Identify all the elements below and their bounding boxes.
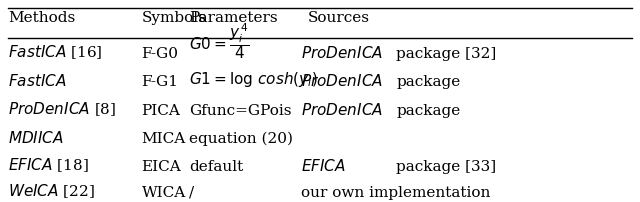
Text: $\mathit{ProDenICA}$: $\mathit{ProDenICA}$ — [301, 45, 383, 61]
Text: $\mathit{ProDenICA}$: $\mathit{ProDenICA}$ — [301, 101, 383, 117]
Text: Sources: Sources — [307, 11, 369, 25]
Text: $\mathit{ProDenICA}$: $\mathit{ProDenICA}$ — [301, 73, 383, 89]
Text: $\mathit{EFICA}$ [18]: $\mathit{EFICA}$ [18] — [8, 155, 88, 173]
Text: $\mathit{EFICA}$: $\mathit{EFICA}$ — [301, 157, 346, 173]
Text: Parameters: Parameters — [189, 11, 278, 25]
Text: Methods: Methods — [8, 11, 75, 25]
Text: Symbols: Symbols — [141, 11, 207, 25]
Text: F-G0: F-G0 — [141, 47, 179, 61]
Text: $\mathit{FastICA}$: $\mathit{FastICA}$ — [8, 73, 67, 89]
Text: $G0 = \dfrac{y_i^{\,4}}{4}$: $G0 = \dfrac{y_i^{\,4}}{4}$ — [189, 21, 250, 61]
Text: MICA: MICA — [141, 131, 186, 145]
Text: package: package — [396, 103, 461, 117]
Text: equation (20): equation (20) — [189, 130, 293, 145]
Text: package [32]: package [32] — [396, 47, 497, 61]
Text: our own implementation: our own implementation — [301, 185, 490, 199]
Text: /: / — [189, 185, 195, 199]
Text: $\mathit{WeICA}$ [22]: $\mathit{WeICA}$ [22] — [8, 181, 95, 199]
Text: $\mathit{MDIICA}$: $\mathit{MDIICA}$ — [8, 129, 64, 145]
Text: WICA: WICA — [141, 185, 186, 199]
Text: EICA: EICA — [141, 159, 181, 173]
Text: PICA: PICA — [141, 103, 180, 117]
Text: $G1 = \log\,\mathit{cosh}(y_i)$: $G1 = \log\,\mathit{cosh}(y_i)$ — [189, 70, 318, 89]
Text: Gfunc=GPois: Gfunc=GPois — [189, 103, 292, 117]
Text: F-G1: F-G1 — [141, 75, 179, 89]
Text: default: default — [189, 159, 244, 173]
Text: package [33]: package [33] — [396, 159, 497, 173]
Text: $\mathit{FastICA}$ [16]: $\mathit{FastICA}$ [16] — [8, 43, 102, 61]
Text: $\mathit{ProDenICA}$ [8]: $\mathit{ProDenICA}$ [8] — [8, 99, 116, 117]
Text: package: package — [396, 75, 461, 89]
